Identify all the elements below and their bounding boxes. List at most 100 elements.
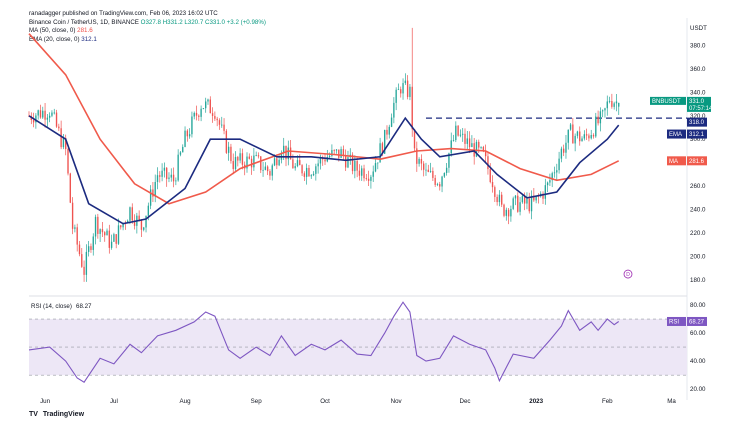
candle-body bbox=[271, 165, 273, 176]
ema-side-tag-bg bbox=[667, 129, 686, 139]
author-line: ranadagger published on TradingView.com,… bbox=[29, 10, 218, 17]
tradingview-logo-icon: TV bbox=[29, 411, 38, 418]
candle bbox=[395, 87, 397, 111]
candle bbox=[182, 144, 184, 153]
candle-body bbox=[592, 135, 595, 137]
candle bbox=[592, 133, 595, 139]
candle bbox=[459, 129, 462, 138]
resistance-tag: 318.0 bbox=[687, 117, 707, 127]
ma-legend[interactable]: MA (50, close, 0) 281.6 bbox=[29, 27, 266, 36]
candle-body bbox=[266, 166, 269, 172]
footer-brand[interactable]: TV TradingView bbox=[29, 411, 84, 418]
candle-body bbox=[439, 184, 441, 187]
candle-body bbox=[404, 80, 407, 84]
candle bbox=[175, 177, 177, 186]
candle bbox=[230, 143, 232, 164]
rsi-value-tag-bg bbox=[687, 316, 707, 326]
candle-body bbox=[296, 160, 299, 167]
candle bbox=[154, 174, 156, 203]
candle-body bbox=[94, 216, 97, 237]
candle bbox=[310, 174, 312, 179]
candle bbox=[567, 129, 569, 150]
candle-body bbox=[110, 241, 113, 248]
ema-value-tag-bg bbox=[687, 129, 707, 139]
candle-body bbox=[287, 147, 289, 160]
candle-body bbox=[517, 195, 519, 212]
candle bbox=[464, 128, 466, 149]
price-axis-tick: 180.0 bbox=[690, 277, 706, 284]
candle-body bbox=[83, 266, 85, 275]
candle bbox=[411, 27, 413, 137]
candle-body bbox=[572, 124, 574, 144]
time-axis-tick: Feb bbox=[602, 398, 613, 405]
candle bbox=[367, 170, 370, 186]
rsi-axis-tick: 20.00 bbox=[690, 386, 706, 393]
candle bbox=[521, 194, 524, 204]
candle-body bbox=[606, 101, 608, 109]
candle-body bbox=[154, 181, 156, 197]
candle-body bbox=[227, 146, 230, 153]
candle bbox=[505, 207, 507, 221]
candle bbox=[223, 118, 225, 135]
time-axis-tick: 2023 bbox=[529, 398, 543, 405]
candle bbox=[237, 155, 239, 167]
candle-body bbox=[521, 195, 524, 203]
candle-body bbox=[462, 133, 464, 135]
candle-body bbox=[601, 110, 604, 112]
candle-body bbox=[551, 173, 553, 181]
candle bbox=[143, 226, 145, 232]
candle bbox=[104, 231, 106, 242]
candle bbox=[165, 167, 168, 187]
ema20-line bbox=[28, 115, 620, 225]
candle bbox=[209, 96, 211, 114]
candle bbox=[565, 134, 567, 159]
candle bbox=[170, 168, 172, 182]
candle-body bbox=[250, 158, 253, 168]
candle bbox=[152, 182, 154, 203]
candle bbox=[200, 105, 202, 122]
candle bbox=[579, 126, 581, 146]
candle-body bbox=[131, 207, 133, 221]
candle-body bbox=[55, 112, 58, 127]
candle-body bbox=[42, 110, 44, 118]
candle bbox=[588, 133, 590, 142]
candle bbox=[436, 182, 439, 187]
candle-body bbox=[574, 135, 576, 144]
candle-body bbox=[292, 159, 294, 169]
rsi-line bbox=[28, 301, 620, 383]
candle bbox=[613, 101, 615, 110]
candle bbox=[99, 228, 101, 243]
candle bbox=[377, 162, 379, 170]
candle bbox=[569, 123, 572, 131]
ohlc-values: O327.8 H331.2 L320.7 C331.0 +3.2 (+0.98%… bbox=[140, 18, 266, 26]
ema-legend[interactable]: EMA (20, close, 0) 312.1 bbox=[29, 36, 266, 45]
candle-body bbox=[464, 133, 466, 144]
candle-body bbox=[308, 167, 310, 177]
candle-body bbox=[344, 155, 347, 168]
candle-body bbox=[455, 125, 457, 141]
price-axis-tick: 300.0 bbox=[690, 136, 706, 143]
candle bbox=[507, 207, 510, 225]
candle bbox=[452, 134, 455, 142]
rsi-axis-tick: 80.00 bbox=[690, 302, 706, 309]
footer-brand-label: TradingView bbox=[42, 411, 85, 418]
candle bbox=[517, 192, 519, 213]
candle bbox=[218, 118, 221, 130]
candle-body bbox=[351, 154, 354, 172]
candle bbox=[572, 117, 574, 144]
candle-body bbox=[542, 193, 544, 199]
candle bbox=[583, 130, 586, 141]
candle-body bbox=[432, 170, 434, 178]
candle bbox=[303, 171, 306, 181]
rsi-legend-value: 68.27 bbox=[76, 303, 92, 310]
candle bbox=[519, 196, 521, 216]
candle bbox=[69, 172, 71, 204]
candle-body bbox=[172, 174, 175, 182]
rsi-side-tag: RSI bbox=[667, 316, 686, 326]
candle bbox=[443, 172, 446, 178]
candle bbox=[409, 83, 411, 101]
candle bbox=[340, 146, 342, 159]
candle-body bbox=[406, 80, 409, 97]
candle-body bbox=[367, 178, 370, 181]
